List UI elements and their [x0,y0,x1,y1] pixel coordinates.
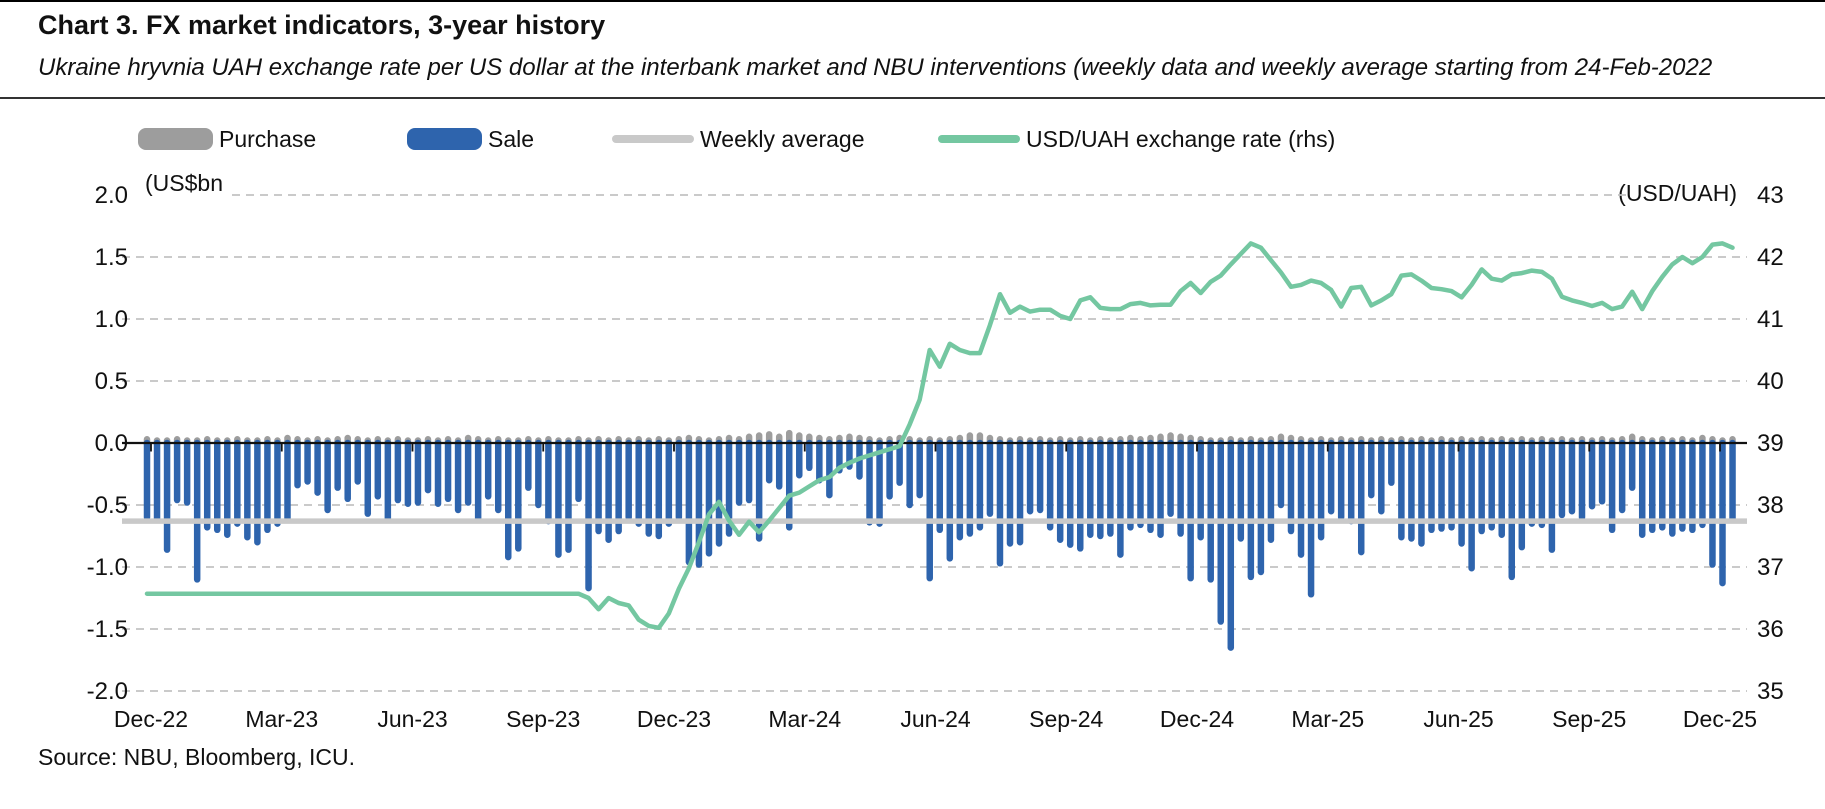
svg-text:-1.5: -1.5 [87,616,128,643]
svg-text:Jun-23: Jun-23 [377,706,447,732]
svg-text:Dec-24: Dec-24 [1160,706,1234,732]
sale-bars [143,439,1736,651]
svg-text:36: 36 [1757,616,1784,643]
svg-text:Mar-25: Mar-25 [1291,706,1364,732]
right-axis-unit-label: (USD/UAH) [1618,180,1737,206]
svg-text:Dec-25: Dec-25 [1683,706,1757,732]
svg-text:Mar-23: Mar-23 [245,706,318,732]
svg-text:-2.0: -2.0 [87,678,128,705]
svg-text:Jun-25: Jun-25 [1423,706,1493,732]
header-divider [0,97,1825,99]
legend-label-sale: Sale [488,126,535,152]
legend-label-fx-rate: USD/UAH exchange rate (rhs) [1026,126,1336,152]
chart-title: Chart 3. FX market indicators, 3-year hi… [38,10,606,40]
svg-text:Mar-24: Mar-24 [768,706,841,732]
svg-text:Dec-22: Dec-22 [114,706,188,732]
legend-item-purchase: Purchase [138,126,316,156]
purchase-swatch [138,127,213,150]
left-axis-labels: 2.0 1.5 1.0 0.5 0.0 -0.5 -1.0 -1.5 -2.0 [87,182,128,705]
weekly-average-swatch [612,134,694,143]
svg-text:0.5: 0.5 [95,368,128,395]
svg-text:1.0: 1.0 [95,306,128,333]
left-axis-unit-label: (US$bn [145,170,223,196]
legend-label-weekly-average: Weekly average [700,126,865,152]
legend-item-fx-rate: USD/UAH exchange rate (rhs) [938,126,1335,156]
svg-text:2.0: 2.0 [95,182,128,209]
svg-text:Jun-24: Jun-24 [900,706,971,732]
svg-text:41: 41 [1757,306,1784,333]
legend-item-weekly-average: Weekly average [612,126,865,156]
legend-label-purchase: Purchase [219,126,317,152]
chart-subtitle: Ukraine hryvnia UAH exchange rate per US… [38,54,1713,81]
svg-text:43: 43 [1757,182,1784,209]
right-axis-labels: 43 42 41 40 39 38 37 36 35 [1757,182,1784,705]
svg-text:1.5: 1.5 [95,244,128,271]
svg-text:0.0: 0.0 [95,430,128,457]
svg-text:38: 38 [1757,492,1784,519]
svg-text:Sep-24: Sep-24 [1029,706,1103,732]
svg-text:Sep-23: Sep-23 [506,706,580,732]
svg-text:40: 40 [1757,368,1784,395]
legend-item-sale: Sale [407,126,534,156]
svg-text:Dec-23: Dec-23 [637,706,711,732]
fx-line [144,241,1735,631]
gridlines [122,194,1747,692]
svg-text:37: 37 [1757,554,1784,581]
sale-swatch [407,127,482,150]
svg-text:39: 39 [1757,430,1784,457]
source-note: Source: NBU, Bloomberg, ICU. [38,744,356,770]
svg-text:-1.0: -1.0 [87,554,128,581]
x-axis-labels: Dec-22 Mar-23 Jun-23 Sep-23 Dec-23 Mar-24 Jun-… [114,706,1757,732]
svg-text:35: 35 [1757,678,1784,705]
svg-text:42: 42 [1757,244,1784,271]
x-axis-ticks [150,443,1721,452]
fx-rate-swatch [938,134,1020,143]
top-border [0,0,1825,2]
svg-text:-0.5: -0.5 [87,492,128,519]
svg-text:Sep-25: Sep-25 [1552,706,1626,732]
